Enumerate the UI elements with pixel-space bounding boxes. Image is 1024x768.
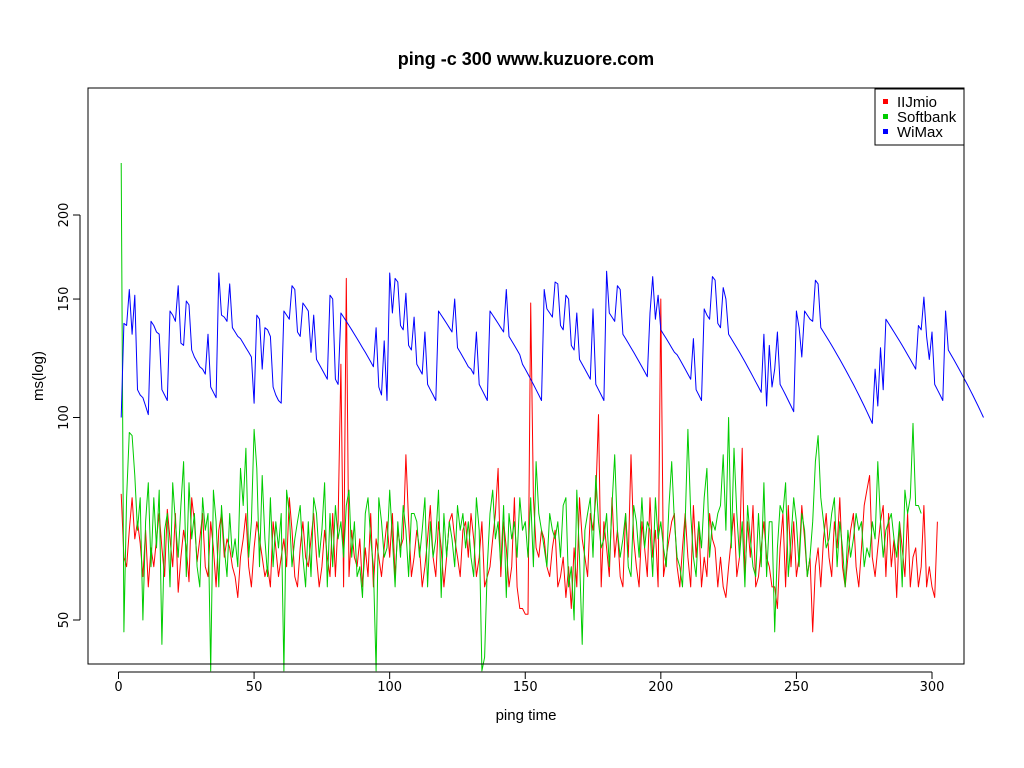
x-tick-label: 300 xyxy=(920,680,945,695)
x-tick-label: 50 xyxy=(246,680,263,695)
x-tick-label: 150 xyxy=(513,680,538,695)
x-tick-label: 200 xyxy=(648,680,673,695)
x-axis: 0 50 100 150 200 250 300 xyxy=(114,671,945,695)
legend-swatch-softbank xyxy=(883,114,888,119)
plot-area xyxy=(120,162,984,672)
x-axis-label: ping time xyxy=(496,707,557,724)
legend-swatch-iijmio xyxy=(883,99,888,104)
legend-label-softbank: Softbank xyxy=(897,109,957,126)
chart-title: ping -c 300 www.kuzuore.com xyxy=(398,49,654,69)
legend-label-iijmio: IIJmio xyxy=(897,94,937,111)
x-tick-label: 250 xyxy=(784,680,809,695)
y-tick-label: 150 xyxy=(57,287,72,312)
series-line-softbank xyxy=(120,162,922,672)
y-tick-label: 200 xyxy=(57,203,72,228)
x-tick-label: 0 xyxy=(114,680,122,695)
series-line-iijmio xyxy=(120,277,938,633)
y-tick-label: 100 xyxy=(57,405,72,430)
series-line-wimax xyxy=(120,270,984,424)
x-tick-label: 100 xyxy=(377,680,402,695)
legend-swatch-wimax xyxy=(883,129,888,134)
legend-box xyxy=(874,88,965,146)
y-axis-label: ms(log) xyxy=(30,351,47,401)
legend-label-wimax: WiMax xyxy=(897,124,943,141)
y-axis: 50 100 150 200 xyxy=(57,203,81,629)
y-tick-label: 50 xyxy=(57,612,72,629)
plot-frame xyxy=(87,87,965,665)
